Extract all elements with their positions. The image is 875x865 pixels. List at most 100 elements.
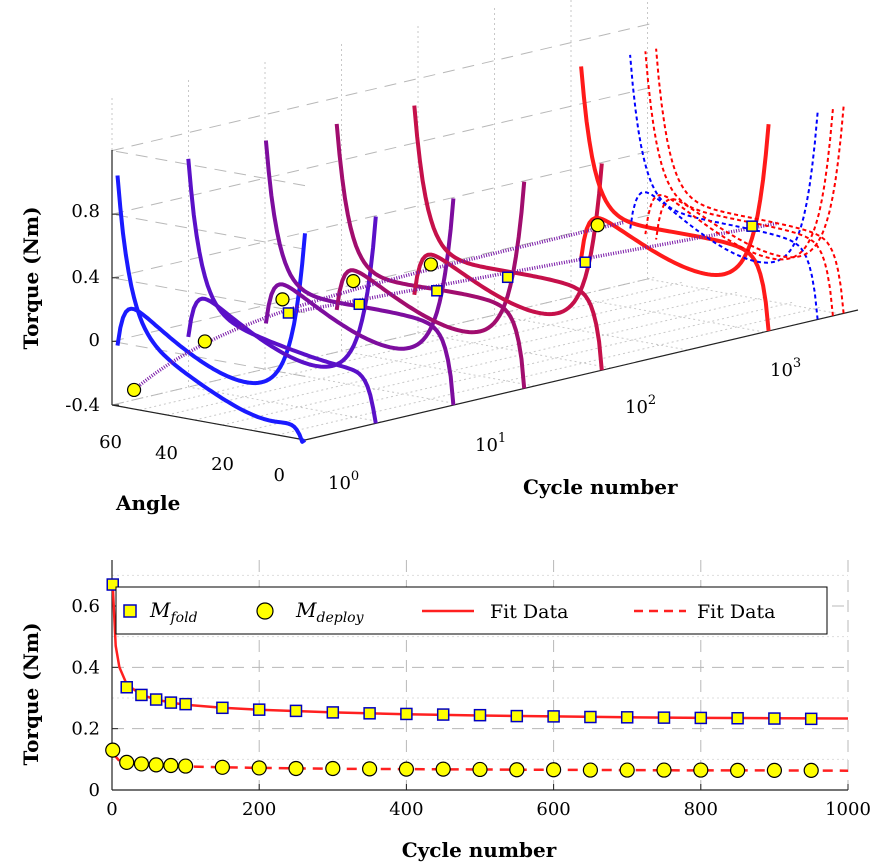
legend-entry-m-fold: Mfold: [123, 598, 198, 626]
deploy-curve: [186, 158, 378, 424]
deploy-data-point: [163, 757, 179, 774]
deploy-data-point: [178, 758, 194, 774]
fold-curve: [115, 233, 307, 386]
deploy-data-point: [398, 761, 414, 777]
angle-axis-line: [111, 404, 306, 441]
fold-data-point: [657, 711, 671, 724]
angle-tick-label: 60: [99, 432, 122, 453]
floor-gridline: [570, 296, 765, 333]
wall-gridline: [111, 22, 656, 152]
z-tick-label: 0.8: [71, 201, 100, 222]
fold-trend-line: [288, 221, 779, 315]
cycle-tick-label: 101: [475, 431, 506, 456]
waterfall-curves: [115, 48, 845, 444]
fold-data-point: [584, 710, 597, 724]
deploy-data-point: [251, 760, 267, 776]
wall-gridline: [111, 213, 656, 342]
fold-data-point: [473, 708, 487, 722]
fold-peak-marker: [501, 271, 514, 284]
deploy-curve: [115, 175, 307, 444]
fold-data-point: [135, 688, 148, 702]
deploy-data-point: [693, 762, 709, 778]
fold-data-point: [164, 696, 178, 709]
deploy-curve: [334, 123, 527, 389]
deploy-data-point: [325, 760, 341, 777]
fold-data-point: [804, 712, 818, 726]
x-tick-label: 800: [684, 799, 718, 820]
legend-entry-fit-solid: Fit Data: [422, 601, 568, 623]
z-tick-label: -0.4: [65, 395, 100, 416]
deploy-data-point: [133, 756, 150, 772]
deploy-curve: [412, 105, 604, 371]
deploy-data-point: [656, 762, 672, 778]
deploy-min-marker: [126, 382, 142, 398]
wall-gridline: [111, 277, 306, 314]
cycle-axis-line: [304, 309, 859, 441]
fold-peak-marker: [579, 256, 592, 268]
deploy-min-marker: [346, 273, 361, 289]
waterfall-gridlines: [111, 0, 849, 441]
y-tick-label: 0: [89, 780, 100, 801]
cycle-tick-label: 103: [770, 356, 801, 381]
fold-data-point: [216, 701, 229, 715]
y-tick-label: 0.6: [71, 596, 100, 617]
plot-ticks: 0 200 400 600 800 1000 0 0.2 0.4 0.6: [71, 596, 871, 820]
deploy-data-point: [214, 759, 230, 775]
deploy-min-marker: [590, 218, 605, 233]
cycle-tick-label: 102: [625, 393, 656, 418]
legend-marker-circle: [256, 602, 274, 620]
angle-tick-label: 40: [155, 443, 178, 464]
fold-data-point: [436, 708, 450, 721]
fold-data-point: [149, 693, 163, 706]
angle-tick-label: 0: [274, 465, 285, 486]
cycle-axis-title: Cycle number: [523, 475, 678, 499]
plot-series: [105, 578, 849, 778]
deploy-trend-line: [132, 220, 625, 392]
fold-data-point: [620, 711, 634, 724]
fold-data-point: [731, 711, 744, 725]
deploy-data-point: [582, 762, 599, 778]
deploy-data-point: [619, 762, 635, 778]
x-tick-label: 1000: [825, 799, 871, 820]
legend-entry-fit-dashed: Fit Data: [634, 601, 775, 623]
angle-tick-label: 20: [211, 454, 234, 475]
deploy-data-point: [288, 760, 304, 777]
angle-axis-title: Angle: [115, 491, 180, 515]
fit-extrapolation-curve: [655, 48, 845, 314]
deploy-data-point: [766, 762, 783, 778]
legend: Mfold Mdeploy Fit Data Fit Data: [115, 586, 828, 635]
fold-data-point: [768, 712, 781, 725]
legend-label-fit-data: Fit Data: [697, 601, 775, 623]
fold-data-point: [179, 697, 192, 711]
deploy-data-point: [729, 762, 746, 778]
fold-data-point: [400, 707, 413, 721]
wall-gridline: [111, 276, 656, 406]
deploy-data-point: [435, 761, 451, 777]
floor-gridline: [194, 291, 738, 421]
wall-gridline: [111, 149, 656, 279]
cycle-tick-label: 100: [328, 469, 359, 494]
legend-label-m-fold: Mfold: [149, 598, 198, 626]
wall-gridline: [111, 213, 306, 250]
fold-peak-marker: [431, 285, 443, 297]
x-axis-title: Cycle number: [402, 838, 557, 862]
legend-entry-m-deploy: Mdeploy: [256, 598, 365, 626]
fit-extrapolation-curve: [644, 51, 834, 316]
legend-label-fit-data: Fit Data: [490, 601, 568, 623]
deploy-data-point: [148, 757, 164, 773]
wall-gridline: [111, 340, 306, 377]
fit-extrapolation-curve: [629, 54, 819, 320]
x-tick-label: 600: [536, 799, 570, 820]
fold-data-point: [252, 703, 266, 716]
fold-data-point: [694, 711, 708, 725]
wall-gridline: [111, 85, 656, 215]
deploy-min-marker: [197, 334, 212, 349]
x-tick-label: 200: [242, 799, 276, 820]
floor-gridline: [341, 350, 535, 387]
z-tick-label: 0: [89, 330, 100, 351]
z-axis-title: Torque (Nm): [19, 206, 43, 349]
wall-gridline: [111, 150, 306, 187]
floor-gridline: [188, 386, 382, 423]
